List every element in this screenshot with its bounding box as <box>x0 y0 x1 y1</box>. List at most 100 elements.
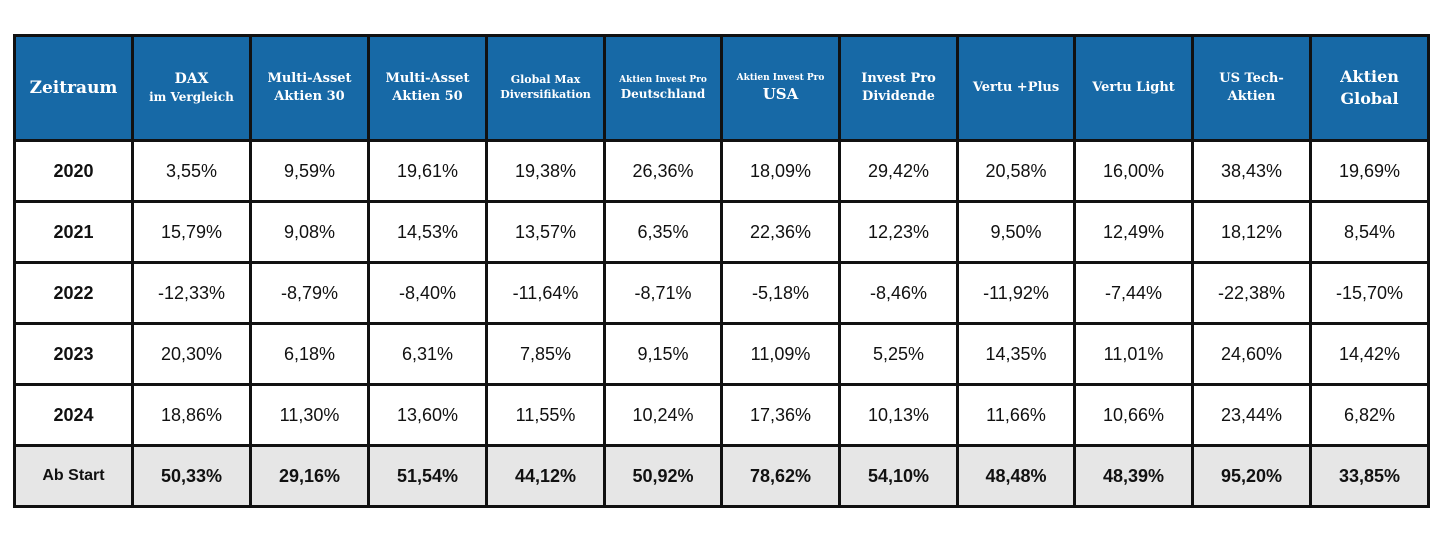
header-line-1: US Tech- <box>1219 71 1284 87</box>
table-row: 2020 3,55% 9,59% 19,61% 19,38% 26,36% 18… <box>13 139 1430 203</box>
table-row: 2022 -12,33% -8,79% -8,40% -11,64% -8,71… <box>13 261 1430 325</box>
value-cell: 19,38% <box>485 139 606 203</box>
value-cell: 18,09% <box>720 139 841 203</box>
header-line-2: Dividende <box>862 89 935 104</box>
table-header: Zeitraum DAX im Vergleich Multi-Asset Akti… <box>13 34 1430 142</box>
value-cell: 13,60% <box>367 383 488 447</box>
period-cell: Ab Start <box>13 444 134 508</box>
value-cell: -8,40% <box>367 261 488 325</box>
value-cell: -22,38% <box>1191 261 1312 325</box>
value-cell: 18,86% <box>131 383 252 447</box>
header-us-tech: US Tech- Aktien <box>1191 34 1312 142</box>
value-cell: 11,66% <box>956 383 1076 447</box>
value-cell: 17,36% <box>720 383 841 447</box>
value-cell: -11,92% <box>956 261 1076 325</box>
value-cell: 10,24% <box>603 383 723 447</box>
value-cell: 14,53% <box>367 200 488 264</box>
value-cell: 15,79% <box>131 200 252 264</box>
value-cell: 13,57% <box>485 200 606 264</box>
value-cell: -11,64% <box>485 261 606 325</box>
total-cell: 50,92% <box>603 444 723 508</box>
value-cell: 9,15% <box>603 322 723 386</box>
header-vertu-plus: Vertu +Plus <box>956 34 1076 142</box>
total-cell: 51,54% <box>367 444 488 508</box>
total-cell: 29,16% <box>249 444 370 508</box>
total-cell: 95,20% <box>1191 444 1312 508</box>
total-row: Ab Start 50,33% 29,16% 51,54% 44,12% 50,… <box>13 444 1430 508</box>
header-line-1: Aktien Invest Pro <box>736 72 825 83</box>
value-cell: 20,58% <box>956 139 1076 203</box>
header-line-2: Aktien 30 <box>274 89 345 104</box>
value-cell: 7,85% <box>485 322 606 386</box>
value-cell: -7,44% <box>1073 261 1194 325</box>
value-cell: 9,50% <box>956 200 1076 264</box>
header-line-2: Aktien 50 <box>392 89 463 104</box>
header-line-2: Diversifikation <box>500 88 591 101</box>
value-cell: 10,13% <box>838 383 959 447</box>
value-cell: -8,79% <box>249 261 370 325</box>
value-cell: -8,46% <box>838 261 959 325</box>
header-line-1: Multi-Asset <box>385 71 470 87</box>
value-cell: 6,31% <box>367 322 488 386</box>
table-row: 2024 18,86% 11,30% 13,60% 11,55% 10,24% … <box>13 383 1430 447</box>
value-cell: 14,42% <box>1309 322 1430 386</box>
value-cell: 6,18% <box>249 322 370 386</box>
header-line-1: Vertu +Plus <box>972 80 1060 96</box>
value-cell: 22,36% <box>720 200 841 264</box>
header-multi-asset-50: Multi-Asset Aktien 50 <box>367 34 488 142</box>
total-cell: 78,62% <box>720 444 841 508</box>
header-row: Zeitraum DAX im Vergleich Multi-Asset Akti… <box>13 34 1430 142</box>
value-cell: 12,23% <box>838 200 959 264</box>
value-cell: 10,66% <box>1073 383 1194 447</box>
period-cell: 2024 <box>13 383 134 447</box>
value-cell: -12,33% <box>131 261 252 325</box>
total-cell: 33,85% <box>1309 444 1430 508</box>
value-cell: 3,55% <box>131 139 252 203</box>
header-aktien-global: Aktien Global <box>1309 34 1430 142</box>
header-line-1: Aktien <box>1340 67 1399 87</box>
period-cell: 2021 <box>13 200 134 264</box>
value-cell: 23,44% <box>1191 383 1312 447</box>
value-cell: 6,82% <box>1309 383 1430 447</box>
value-cell: 11,55% <box>485 383 606 447</box>
value-cell: 12,49% <box>1073 200 1194 264</box>
value-cell: 19,61% <box>367 139 488 203</box>
total-cell: 44,12% <box>485 444 606 508</box>
period-cell: 2022 <box>13 261 134 325</box>
total-cell: 48,39% <box>1073 444 1194 508</box>
value-cell: -5,18% <box>720 261 841 325</box>
table-body: 2020 3,55% 9,59% 19,61% 19,38% 26,36% 18… <box>13 139 1430 508</box>
value-cell: 9,08% <box>249 200 370 264</box>
value-cell: 8,54% <box>1309 200 1430 264</box>
value-cell: 24,60% <box>1191 322 1312 386</box>
value-cell: 16,00% <box>1073 139 1194 203</box>
total-cell: 50,33% <box>131 444 252 508</box>
header-line-1: Multi-Asset <box>267 71 352 87</box>
table-row: 2021 15,79% 9,08% 14,53% 13,57% 6,35% 22… <box>13 200 1430 264</box>
header-line-2: Deutschland <box>620 86 706 101</box>
header-line-1: Global Max <box>510 73 581 87</box>
value-cell: 11,30% <box>249 383 370 447</box>
value-cell: -8,71% <box>603 261 723 325</box>
header-global-max: Global Max Diversifikation <box>485 34 606 142</box>
header-invest-pro-dividende: Invest Pro Dividende <box>838 34 959 142</box>
performance-table: Zeitraum DAX im Vergleich Multi-Asset Akti… <box>13 34 1430 508</box>
total-cell: 48,48% <box>956 444 1076 508</box>
header-line-1: DAX <box>174 71 209 88</box>
value-cell: 20,30% <box>131 322 252 386</box>
value-cell: 19,69% <box>1309 139 1430 203</box>
value-cell: 5,25% <box>838 322 959 386</box>
period-cell: 2020 <box>13 139 134 203</box>
table-row: 2023 20,30% 6,18% 6,31% 7,85% 9,15% 11,0… <box>13 322 1430 386</box>
value-cell: 11,09% <box>720 322 841 386</box>
header-line-2: USA <box>762 84 799 103</box>
header-line-1: Vertu Light <box>1092 80 1175 96</box>
header-period: Zeitraum <box>13 34 134 142</box>
value-cell: 6,35% <box>603 200 723 264</box>
header-dax: DAX im Vergleich <box>131 34 252 142</box>
header-line-1: Aktien Invest Pro <box>619 74 707 85</box>
value-cell: 14,35% <box>956 322 1076 386</box>
header-aktien-invest-pro-usa: Aktien Invest Pro USA <box>720 34 841 142</box>
period-cell: 2023 <box>13 322 134 386</box>
header-vertu-light: Vertu Light <box>1073 34 1194 142</box>
